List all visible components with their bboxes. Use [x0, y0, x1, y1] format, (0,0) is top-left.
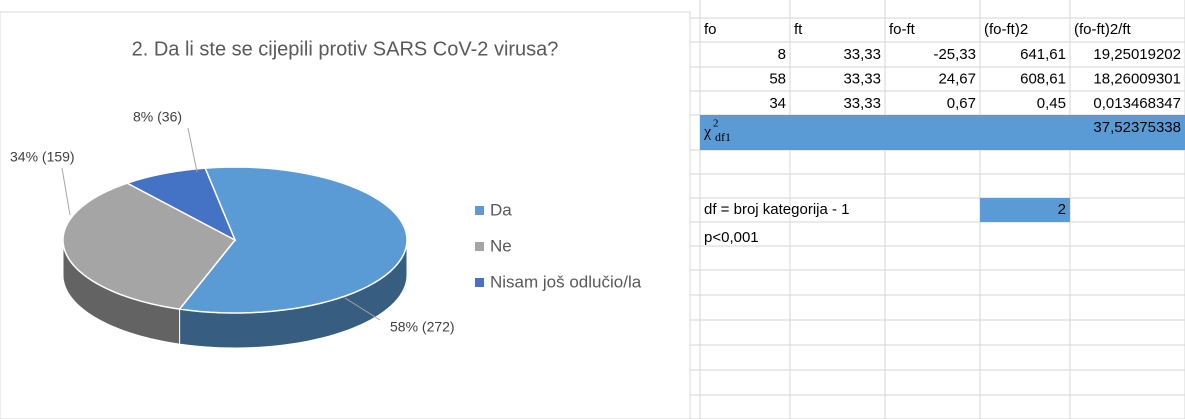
chi-symbol: χ [703, 124, 712, 141]
pie-slice [62, 182, 237, 345]
cell: 0,67 [947, 95, 976, 112]
chi-sup: 2 [713, 118, 719, 130]
cell: 33,33 [843, 95, 881, 112]
cell: 0,45 [1037, 95, 1066, 112]
legend-label: Da [490, 200, 512, 219]
header-cell: fo [704, 21, 717, 38]
cell: 33,33 [843, 46, 881, 63]
data-label: 58% (272) [390, 319, 455, 335]
header-cell: (fo-ft)2/ft [1074, 21, 1132, 38]
leader-line [187, 127, 198, 173]
cell: 19,25019202 [1093, 46, 1181, 63]
cell: 18,26009301 [1093, 70, 1181, 87]
chi-row-fill [700, 115, 1185, 150]
legend-swatch [475, 206, 484, 215]
cell: 641,61 [1020, 46, 1066, 63]
header-cell: (fo-ft)2 [984, 21, 1028, 38]
leader-line [61, 167, 71, 216]
chi-value: 37,52375338 [1093, 119, 1181, 136]
chart-title: 2. Da li ste se cijepili protiv SARS CoV… [132, 38, 559, 60]
cell: 608,61 [1020, 70, 1066, 87]
slice-top [178, 166, 408, 314]
cell: 8 [778, 46, 786, 63]
cell: 58 [769, 70, 786, 87]
df-cell-fill [980, 198, 1070, 222]
df-value: 2 [1058, 201, 1066, 218]
legend-label: Ne [490, 236, 512, 255]
cell: 0,013468347 [1093, 95, 1181, 112]
slice-top [125, 167, 237, 242]
chi-sub: df1 [715, 130, 731, 144]
data-label: 34% (159) [10, 149, 75, 165]
header-cell: ft [794, 21, 803, 38]
cell: -25,33 [933, 46, 976, 63]
leader-line [344, 297, 381, 321]
p-value: p<0,001 [704, 229, 759, 246]
cell: 33,33 [843, 70, 881, 87]
cell: 24,67 [938, 70, 976, 87]
pie-slice [125, 167, 237, 242]
df-label: df = broj kategorija - 1 [704, 201, 850, 218]
slice-top [62, 182, 237, 310]
legend-swatch [475, 242, 484, 251]
legend-label: Nisam još odlučio/la [490, 272, 642, 291]
header-cell: fo-ft [889, 21, 916, 38]
legend-swatch [475, 278, 484, 287]
data-label: 8% (36) [133, 109, 182, 125]
cell: 34 [769, 95, 786, 112]
